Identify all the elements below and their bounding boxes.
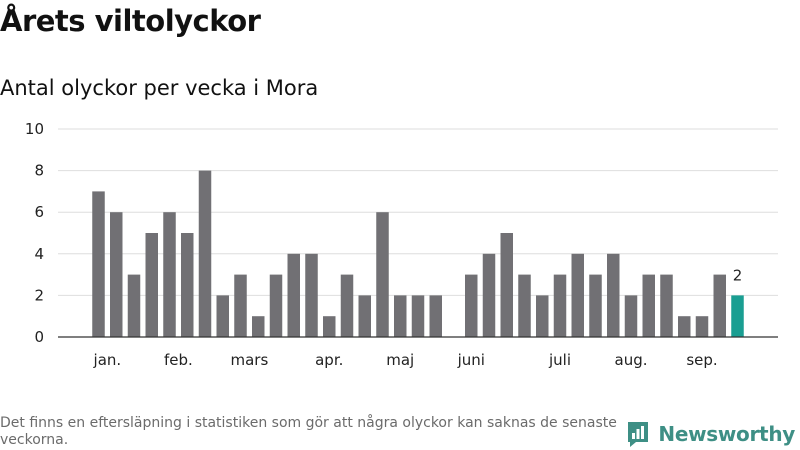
x-tick-label: jan. <box>93 351 122 369</box>
bar <box>376 212 389 337</box>
x-tick-label: maj <box>386 351 414 369</box>
bar <box>660 274 673 337</box>
bar <box>553 274 567 337</box>
brand-name: Newsworthy <box>658 422 795 446</box>
bar <box>642 274 655 337</box>
bar <box>500 233 513 337</box>
bar <box>465 274 478 337</box>
bar <box>323 316 336 337</box>
bar <box>624 295 638 337</box>
bar <box>252 316 265 337</box>
bar <box>145 233 158 337</box>
bar <box>234 274 247 337</box>
y-tick-label: 0 <box>34 328 44 346</box>
x-tick-label: apr. <box>315 351 343 369</box>
bar <box>269 274 283 337</box>
bar <box>695 316 709 337</box>
x-tick-label: sep. <box>686 351 717 369</box>
bar <box>429 295 442 337</box>
bar <box>110 212 123 337</box>
page-title: Årets viltolyckor <box>0 4 261 38</box>
bar <box>571 253 584 337</box>
x-tick-label: aug. <box>615 351 648 369</box>
bar <box>287 253 300 337</box>
y-tick-label: 6 <box>34 203 44 221</box>
newsworthy-logo-icon <box>628 422 649 447</box>
y-tick-label: 2 <box>34 286 44 304</box>
bar-chart: 0 2 4 6 8 10 2 jan. feb. mars apr. maj juni juli aug. s… <box>25 120 778 369</box>
bar <box>340 274 354 337</box>
highlight-bar <box>731 295 744 337</box>
bar <box>181 233 194 337</box>
x-tick-label: juli <box>548 351 571 369</box>
x-tick-label: juni <box>457 351 485 369</box>
bar <box>127 274 141 337</box>
y-tick-label: 8 <box>34 162 44 180</box>
bar <box>92 191 105 337</box>
brand-logo[interactable]: Newsworthy <box>626 420 795 448</box>
bar <box>482 253 496 337</box>
bar <box>536 295 549 337</box>
bar <box>678 316 691 337</box>
bar <box>713 274 726 337</box>
bar <box>394 295 407 337</box>
bar <box>411 295 425 337</box>
bar <box>216 295 229 337</box>
y-tick-label: 10 <box>25 120 44 138</box>
chart-subtitle: Antal olyckor per vecka i Mora <box>0 76 319 100</box>
bar <box>198 170 212 337</box>
y-tick-label: 4 <box>34 245 44 263</box>
footnote: Det finns en eftersläpning i statistiken… <box>0 415 617 448</box>
bar <box>358 295 371 337</box>
x-tick-label: mars <box>230 351 268 369</box>
bar <box>518 274 531 337</box>
bar <box>607 253 620 337</box>
x-tick-label: feb. <box>164 351 193 369</box>
bar <box>163 212 176 337</box>
bar-data-label: 2 <box>733 266 743 284</box>
bar <box>305 253 318 337</box>
bar <box>589 274 602 337</box>
